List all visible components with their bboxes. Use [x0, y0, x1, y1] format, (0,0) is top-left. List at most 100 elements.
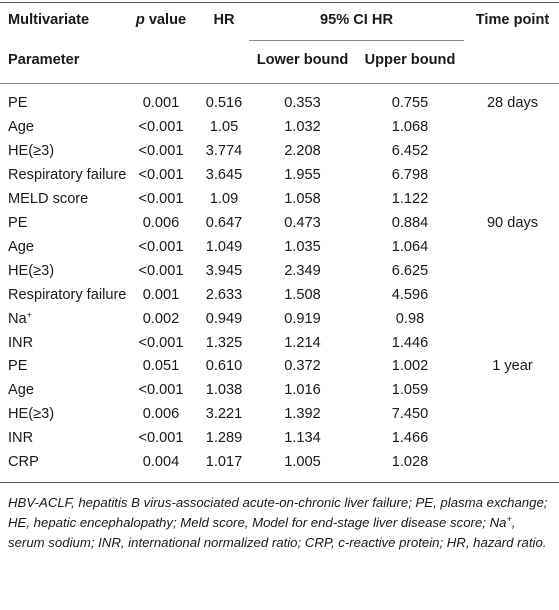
cell-hr: 0.610: [199, 357, 249, 375]
cell-upper-bound: 1.122: [356, 190, 464, 208]
cell-lower-bound-text: 1.035: [284, 239, 321, 255]
cell-upper-bound: 4.596: [356, 286, 464, 304]
table-bottom-rule: [0, 482, 559, 483]
cell-parameter-text: PE: [8, 95, 28, 111]
cell-hr: 2.633: [199, 286, 249, 304]
cell-p-value: <0.001: [126, 142, 196, 160]
cell-lower-bound-text: 1.508: [284, 287, 321, 303]
cell-upper-bound: 6.798: [356, 166, 464, 184]
cell-parameter-text: PE: [8, 215, 28, 231]
cell-hr: 3.645: [199, 166, 249, 184]
header-lower-bound: Lower bound: [256, 52, 349, 68]
cell-upper-bound-text: 0.98: [395, 311, 425, 327]
cell-upper-bound: 0.755: [356, 94, 464, 112]
header-hr: HR: [213, 12, 235, 28]
cell-lower-bound: 1.035: [249, 238, 356, 256]
header-bottom-rule: [0, 83, 559, 84]
cell-lower-bound: 2.208: [249, 142, 356, 160]
cell-p-value-text: <0.001: [138, 239, 184, 255]
cell-p-value: 0.002: [126, 310, 196, 328]
cell-parameter: PE: [8, 94, 27, 112]
cell-parameter-text: Age: [8, 382, 34, 398]
cell-p-value: <0.001: [126, 262, 196, 280]
cell-p-value: 0.004: [126, 453, 196, 471]
cell-hr-text: 3.945: [205, 263, 243, 279]
cell-p-value: 0.006: [126, 405, 196, 423]
cell-hr: 0.647: [199, 214, 249, 232]
cell-p-value-text: 0.006: [142, 406, 180, 422]
cell-lower-bound-text: 1.005: [284, 454, 321, 470]
header-ci: 95% CI HR: [320, 12, 393, 28]
cell-lower-bound-text: 2.349: [284, 263, 321, 279]
cell-p-value-text: 0.004: [142, 454, 180, 470]
cell-upper-bound: 1.446: [356, 334, 464, 352]
cell-parameter-text: Respiratory failure: [8, 167, 127, 183]
cell-parameter: Age: [8, 118, 34, 136]
cell-parameter: HE(≥3): [8, 262, 54, 280]
cell-hr: 1.038: [199, 381, 249, 399]
cell-p-value-text: <0.001: [138, 191, 184, 207]
cell-lower-bound: 0.372: [249, 357, 356, 375]
cell-hr-text: 0.516: [205, 95, 243, 111]
cell-upper-bound-text: 1.059: [391, 382, 429, 398]
cell-lower-bound-text: 2.208: [284, 143, 321, 159]
cell-hr-text: 1.09: [209, 191, 239, 207]
footnote-sup: +: [506, 514, 512, 524]
header-multivariate: Multivariate: [8, 12, 90, 28]
cell-upper-bound: 1.064: [356, 238, 464, 256]
cell-upper-bound-text: 1.122: [391, 191, 429, 207]
cell-upper-bound-text: 0.755: [391, 95, 429, 111]
cell-upper-bound-text: 1.028: [391, 454, 429, 470]
cell-hr: 1.325: [199, 334, 249, 352]
cell-parameter-text: Age: [8, 239, 34, 255]
cell-hr: 0.949: [199, 310, 249, 328]
cell-upper-bound: 7.450: [356, 405, 464, 423]
cell-lower-bound: 1.005: [249, 453, 356, 471]
cell-p-value: 0.001: [126, 94, 196, 112]
cell-parameter: MELD score: [8, 190, 88, 208]
cell-lower-bound-text: 1.955: [284, 167, 321, 183]
cell-p-value-text: <0.001: [138, 382, 184, 398]
cell-hr-text: 0.949: [205, 311, 243, 327]
cell-parameter-text: MELD score: [8, 191, 89, 207]
cell-p-value: <0.001: [126, 381, 196, 399]
cell-p-value-text: <0.001: [138, 335, 184, 351]
cell-lower-bound-text: 0.473: [284, 215, 321, 231]
cell-parameter-text: PE: [8, 358, 28, 374]
cell-parameter: PE: [8, 214, 27, 232]
cell-lower-bound-text: 0.353: [284, 95, 321, 111]
cell-lower-bound: 1.214: [249, 334, 356, 352]
cell-lower-bound-text: 1.058: [284, 191, 321, 207]
cell-lower-bound: 2.349: [249, 262, 356, 280]
cell-hr-text: 1.325: [205, 335, 243, 351]
cell-lower-bound: 1.058: [249, 190, 356, 208]
cell-p-value-text: 0.002: [142, 311, 180, 327]
cell-lower-bound-text: 1.016: [284, 382, 321, 398]
table-top-rule: [0, 2, 559, 3]
cell-time-point: 90 days: [466, 214, 559, 232]
cell-parameter: INR: [8, 334, 33, 352]
cell-p-value: <0.001: [126, 429, 196, 447]
cell-upper-bound: 6.452: [356, 142, 464, 160]
cell-lower-bound: 0.353: [249, 94, 356, 112]
cell-upper-bound-text: 6.798: [391, 167, 429, 183]
cell-p-value: <0.001: [126, 190, 196, 208]
cell-parameter: Respiratory failure: [8, 166, 126, 184]
cell-parameter: HE(≥3): [8, 142, 54, 160]
cell-hr-text: 0.647: [205, 215, 243, 231]
cell-upper-bound: 0.884: [356, 214, 464, 232]
cell-lower-bound: 1.134: [249, 429, 356, 447]
header-upper-bound: Upper bound: [364, 52, 456, 68]
cell-lower-bound: 1.016: [249, 381, 356, 399]
ci-header-rule: [249, 40, 464, 41]
cell-parameter-text: HE(≥3): [8, 143, 55, 159]
cell-p-value-text: 0.001: [142, 95, 180, 111]
cell-upper-bound-text: 1.002: [391, 358, 429, 374]
cell-upper-bound: 1.028: [356, 453, 464, 471]
cell-p-value-text: 0.051: [142, 358, 180, 374]
cell-parameter-text: Age: [8, 119, 34, 135]
cell-time-point-text: 1 year: [492, 358, 533, 374]
cell-p-value-text: <0.001: [138, 119, 184, 135]
cell-upper-bound-text: 0.884: [391, 215, 429, 231]
footnote-text-b: , serum sodium; INR, international norma…: [8, 515, 547, 550]
